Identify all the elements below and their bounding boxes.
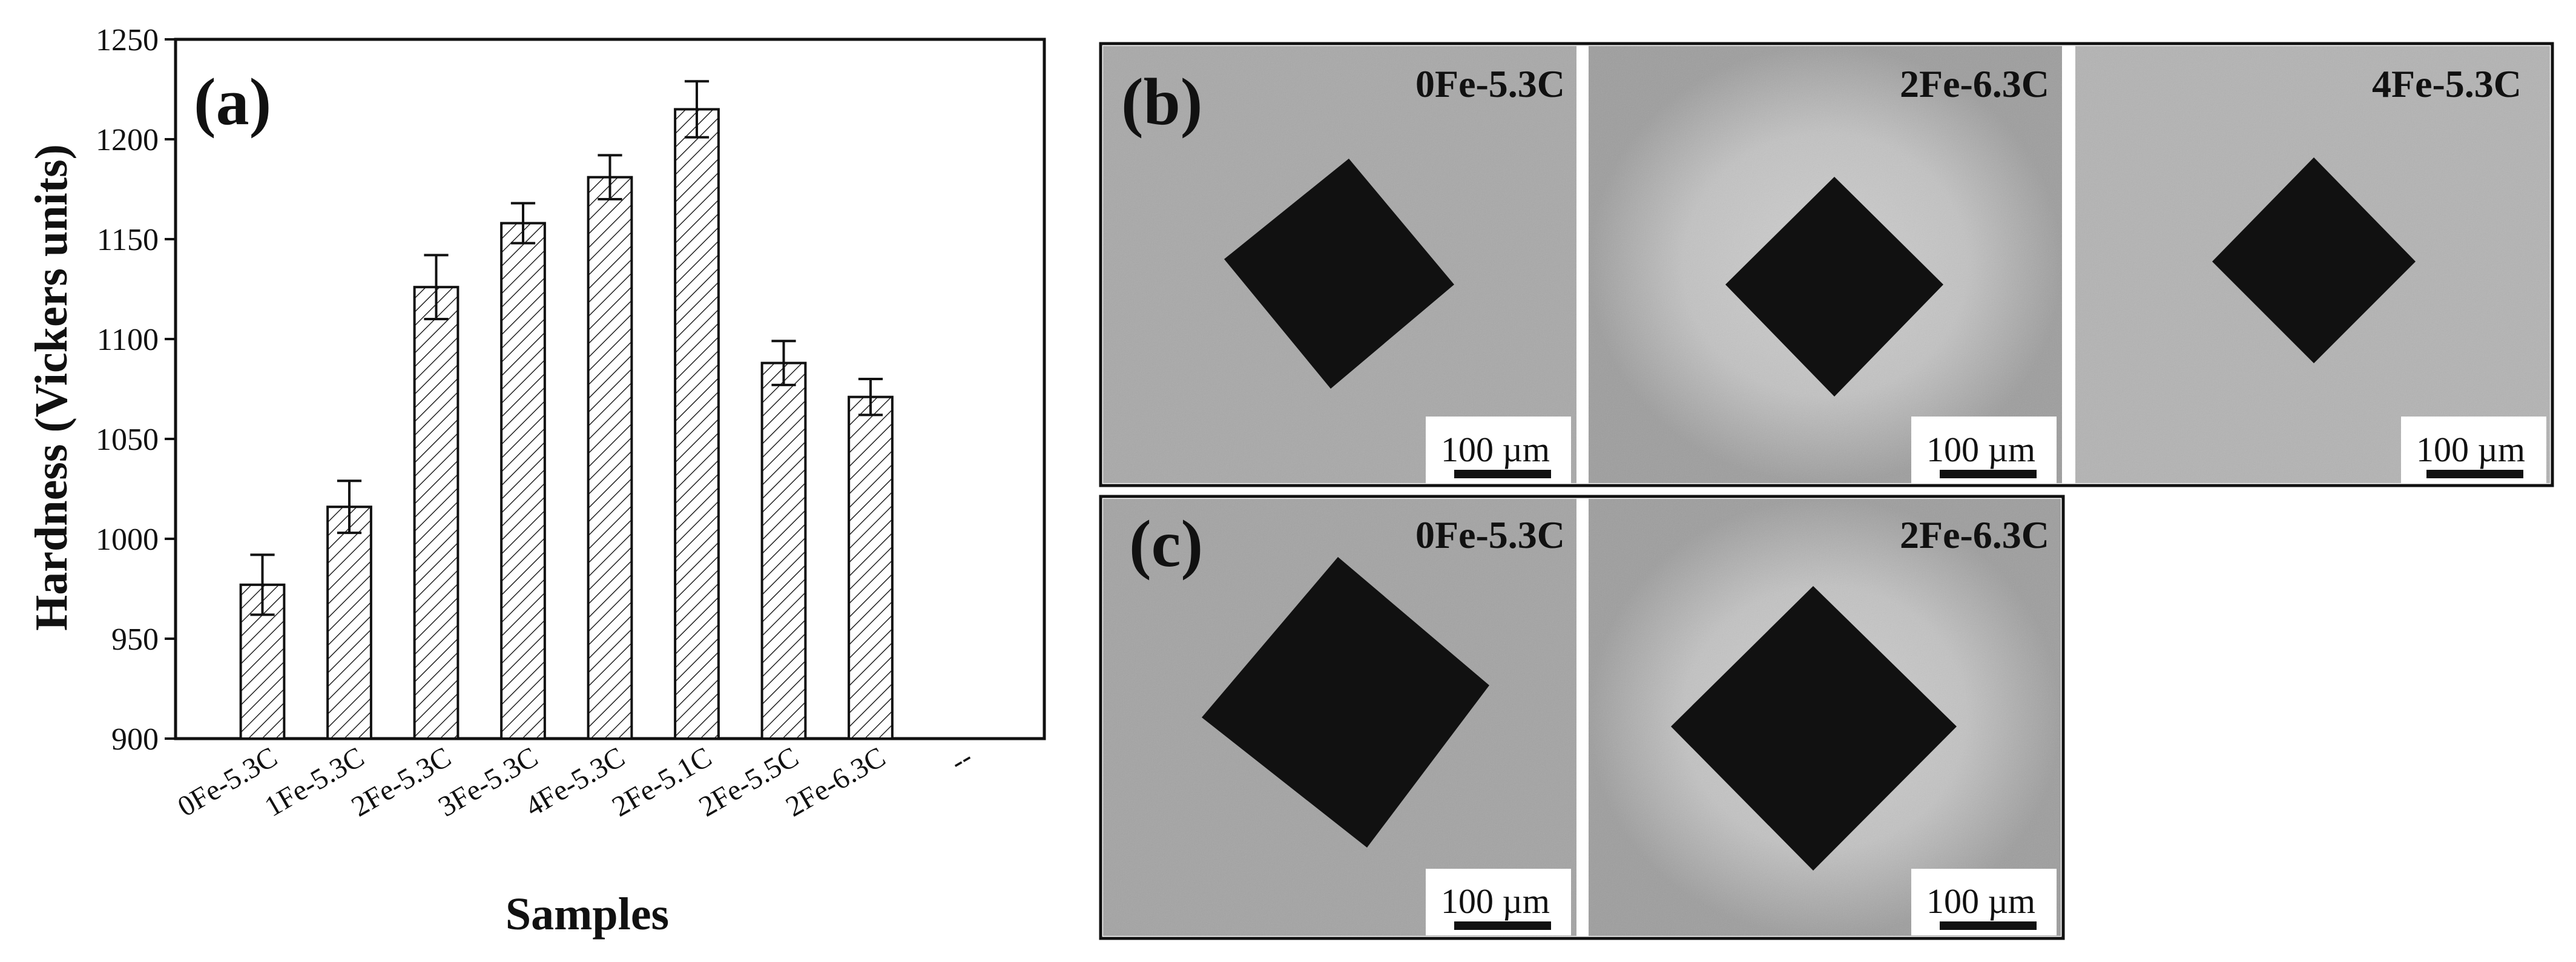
y-tick-label: 1250: [96, 23, 159, 58]
panel-c-micrographs: 0Fe-5.3C 100 µm 2Fe-6.3C 100 µm (c): [1099, 495, 2065, 940]
micrograph-label: 2Fe-6.3C: [1900, 513, 2049, 556]
y-tick-label: 1200: [96, 123, 159, 157]
bars-group: [239, 80, 894, 740]
micrograph-label: 0Fe-5.3C: [1415, 513, 1565, 556]
panel-b-micrographs: 0Fe-5.3C 100 µm 2Fe-6.3C 100 µm 4Fe-5.3C…: [1099, 42, 2554, 487]
scale-bar: [1940, 470, 2037, 478]
bar: [848, 395, 894, 740]
scale-bar-label: 100 µm: [2416, 430, 2525, 469]
micrograph-b1: 0Fe-5.3C 100 µm: [1103, 46, 1576, 483]
bar: [587, 176, 633, 740]
bar: [413, 286, 460, 740]
indent-mark: [1202, 557, 1489, 848]
x-tick-label: 2Fe-5.3C: [346, 741, 456, 823]
indent-mark: [2212, 157, 2416, 363]
panel-b-label: (b): [1121, 65, 1202, 139]
micrograph-b2: 2Fe-6.3C 100 µm: [1589, 46, 2062, 483]
y-tick-label: 1150: [97, 223, 159, 257]
y-tick-label: 950: [111, 622, 159, 657]
scale-bar: [1454, 470, 1551, 478]
x-tick-label: 2Fe-5.5C: [694, 741, 804, 823]
hardness-bar-chart: 900 950 1000 1050 1100 1150 1200 1250 0Fe-5.3C1…: [26, 23, 1046, 940]
x-tick-label: 2Fe-5.1C: [607, 741, 717, 823]
scale-bar: [1454, 921, 1551, 930]
scale-bar: [2426, 470, 2523, 478]
y-tick-label: 900: [111, 722, 159, 757]
y-axis-title: Hardness (Vickers units): [26, 144, 77, 631]
y-tick-label: 1050: [96, 423, 159, 457]
bar: [500, 222, 546, 740]
x-tick-label: 3Fe-5.3C: [433, 741, 543, 823]
scale-bar-label: 100 µm: [1926, 430, 2035, 469]
bar: [326, 506, 372, 740]
scale-bar: [1940, 921, 2037, 930]
scale-bar-label: 100 µm: [1441, 430, 1550, 469]
y-axis-ticks: 900 950 1000 1050 1100 1150 1200 1250: [96, 23, 176, 757]
x-tick-label: 0Fe-5.3C: [173, 741, 283, 823]
indent-mark: [1671, 586, 1957, 871]
micrograph-label: 2Fe-6.3C: [1900, 62, 2049, 105]
indent-mark: [1725, 177, 1943, 397]
micrograph-b3: 4Fe-5.3C 100 µm: [2075, 46, 2550, 483]
panel-c-label: (c): [1129, 507, 1203, 581]
x-tick-label: 4Fe-5.3C: [520, 741, 630, 823]
micrograph-c2: 2Fe-6.3C 100 µm: [1589, 499, 2061, 936]
micrograph-label: 4Fe-5.3C: [2372, 62, 2522, 105]
micrograph-label: 0Fe-5.3C: [1415, 62, 1565, 105]
y-tick-label: 1100: [97, 323, 159, 357]
x-tick-label: 1Fe-5.3C: [259, 741, 369, 823]
bar: [760, 361, 807, 740]
y-tick-label: 1000: [96, 522, 159, 557]
x-tick-label: --: [945, 741, 978, 779]
bar: [674, 108, 720, 740]
bar: [239, 583, 286, 740]
x-tick-label: 2Fe-6.3C: [780, 741, 891, 823]
scale-bar-label: 100 µm: [1441, 881, 1550, 921]
x-axis-title: Samples: [506, 889, 669, 940]
scale-bar-label: 100 µm: [1926, 881, 2035, 921]
micrograph-c1: 0Fe-5.3C 100 µm: [1103, 499, 1576, 936]
indent-mark: [1224, 159, 1454, 389]
x-axis-tick-labels: 0Fe-5.3C1Fe-5.3C2Fe-5.3C3Fe-5.3C4Fe-5.3C…: [173, 741, 978, 823]
panel-a-label: (a): [194, 65, 271, 139]
